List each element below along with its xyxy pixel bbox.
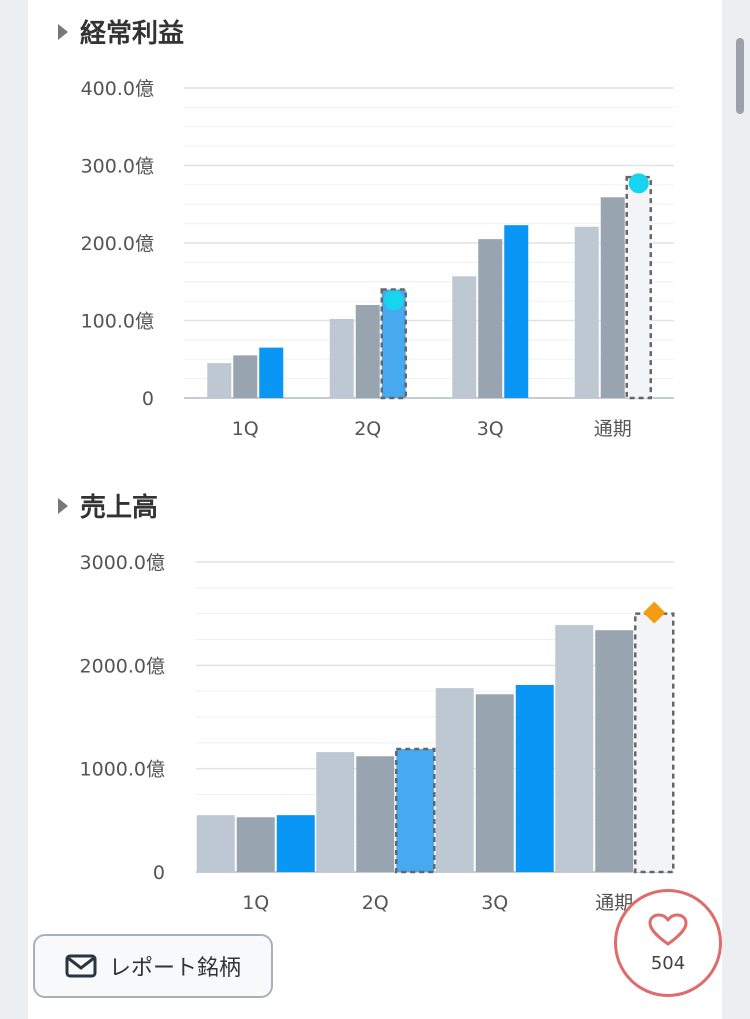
bar-series-1: [452, 276, 477, 398]
bar-series-1: [574, 226, 599, 398]
marker-circle: [628, 173, 649, 194]
x-tick-label: 1Q: [232, 418, 259, 440]
like-count: 504: [650, 952, 686, 974]
forecast-box: [634, 612, 675, 874]
section-title-sales: 売上高: [58, 487, 158, 524]
heart-icon: [648, 913, 688, 945]
forecast-box-outline: [395, 747, 436, 874]
bar-series-2: [356, 756, 395, 872]
x-tick-label: 通期: [594, 418, 632, 440]
report-stock-button[interactable]: レポート銘柄: [33, 934, 273, 998]
bar-series-3: [259, 347, 284, 398]
section-title-text: 売上高: [80, 493, 159, 523]
ordinary-profit-chart: 0 100.0億 200.0億 300.0億 400.0億 1Q 2Q 3Q 通期: [81, 78, 674, 440]
bar-series-2: [236, 817, 275, 872]
bar-series-2: [233, 355, 258, 398]
sales-chart: 0 1000.0億 2000.0億 3000.0億 1Q 2Q 3Q 通期: [80, 552, 675, 914]
section-title-ordinary-profit: 経常利益: [58, 13, 184, 50]
y-tick-label: 200.0億: [81, 233, 154, 255]
y-tick-label: 1000.0億: [80, 759, 165, 781]
y-tick-label: 2000.0億: [80, 655, 165, 677]
bar-series-1: [555, 625, 594, 872]
like-button[interactable]: 504: [614, 889, 722, 997]
y-tick-label: 400.0億: [81, 78, 154, 100]
bar-series-2: [595, 630, 634, 872]
mail-icon: [65, 954, 97, 978]
forecast-box-outline: [380, 288, 407, 400]
x-tick-label: 2Q: [354, 418, 381, 440]
bar-series-3: [276, 815, 315, 872]
bar-series-1: [329, 318, 354, 398]
bar-series-1: [196, 815, 235, 872]
y-tick-label: 3000.0億: [80, 552, 165, 574]
bar-series-1: [316, 752, 355, 872]
caret-right-icon: [58, 497, 68, 514]
bar-series-2: [475, 694, 514, 872]
y-tick-label: 100.0億: [81, 311, 154, 333]
y-tick-label: 0: [142, 388, 154, 410]
bar-series-2: [355, 305, 380, 398]
scrollbar-thumb[interactable]: [736, 38, 744, 114]
bar-series-3: [504, 225, 529, 398]
bar-series-2: [600, 197, 625, 398]
x-tick-label: 1Q: [242, 892, 269, 914]
bar-series-3: [396, 749, 435, 872]
bar-series-1: [435, 688, 474, 872]
report-stock-label: レポート銘柄: [108, 956, 241, 981]
bar-series-2: [478, 239, 503, 398]
x-tick-label: 3Q: [477, 418, 504, 440]
y-tick-label: 300.0億: [81, 156, 154, 178]
forecast-box: [625, 175, 652, 400]
x-tick-label: 通期: [595, 892, 633, 914]
x-tick-label: 2Q: [362, 892, 389, 914]
section-title-text: 経常利益: [80, 19, 185, 49]
marker-diamond: [643, 601, 666, 624]
marker-circle: [383, 290, 404, 311]
caret-right-icon: [58, 23, 68, 40]
y-tick-label: 0: [153, 862, 165, 884]
bar-series-3: [515, 684, 554, 872]
x-tick-label: 3Q: [481, 892, 508, 914]
bar-series-1: [207, 363, 232, 398]
